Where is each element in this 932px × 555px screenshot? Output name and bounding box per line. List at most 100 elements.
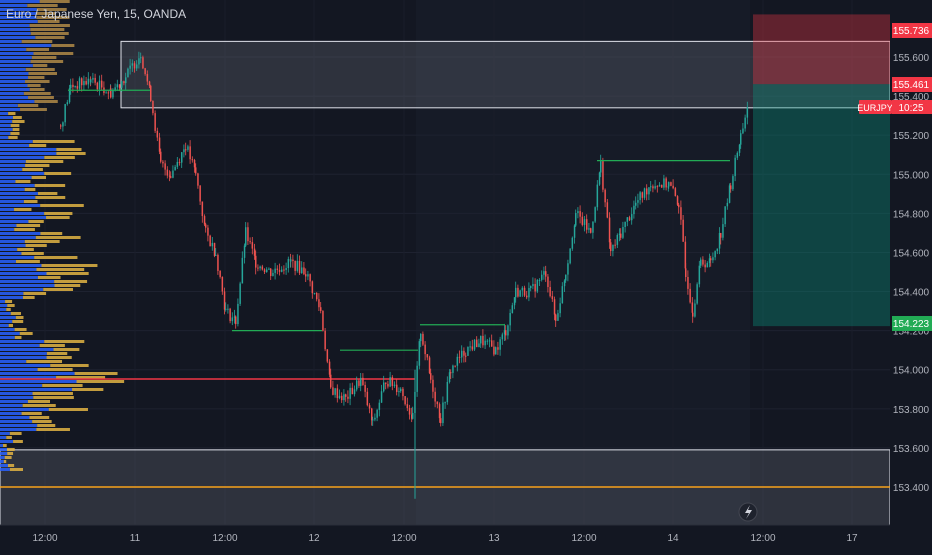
candle-body <box>287 259 290 269</box>
candle-body <box>692 312 694 317</box>
position-stop-area[interactable] <box>753 14 890 85</box>
candle-body <box>385 382 387 384</box>
candle-body <box>152 100 154 114</box>
time-tick-label: 14 <box>667 533 679 544</box>
volume-profile-bar-buy <box>0 228 15 231</box>
candle-body <box>330 374 332 388</box>
volume-profile-bar-buy <box>0 412 22 415</box>
candle-body <box>136 64 138 69</box>
candle-body <box>154 113 156 131</box>
candle-body <box>353 389 356 395</box>
candle-body <box>602 161 604 190</box>
candle-body <box>744 117 746 129</box>
short-position-tool[interactable] <box>753 14 890 327</box>
candle-body <box>328 361 331 375</box>
candle-body <box>276 268 279 270</box>
volume-profile-bar-sell <box>28 72 58 75</box>
volume-profile-bar-sell <box>21 252 44 255</box>
time-axis[interactable]: 12:00 11 12:00 12 12:00 13 12:00 14 12:00 17 <box>0 524 890 550</box>
candle-body <box>461 350 463 358</box>
candle-body <box>616 235 619 245</box>
candle-body <box>411 414 413 419</box>
candle-body <box>428 357 431 374</box>
candle-body <box>303 267 305 275</box>
candle-body <box>207 227 209 236</box>
candle-body <box>383 382 385 392</box>
volume-profile-bar-buy <box>0 60 31 63</box>
upper-resistance-zone[interactable] <box>120 40 891 109</box>
candle-body <box>209 235 211 247</box>
candle-body <box>351 387 354 395</box>
volume-profile-bar-sell <box>16 224 41 227</box>
volume-profile-bar-sell <box>44 212 73 215</box>
candle-body <box>465 355 467 357</box>
candle-body <box>118 84 121 88</box>
volume-profile-bar-sell <box>9 468 24 471</box>
candle-body <box>553 299 556 315</box>
volume-profile-bar-buy <box>0 168 23 171</box>
volume-profile-bar-sell <box>25 68 55 71</box>
candle-body <box>456 356 459 366</box>
volume-profile-bar-sell <box>35 196 66 199</box>
candle-body <box>637 200 639 203</box>
candle-body <box>146 74 149 82</box>
volume-profile-bar-sell <box>20 108 47 111</box>
volume-profile-bar-sell <box>46 216 70 219</box>
time-tick-label: 12:00 <box>212 533 237 544</box>
candle-body <box>746 107 749 118</box>
candle-body <box>142 57 144 69</box>
volume-profile-bar-sell <box>13 440 23 443</box>
volume-profile-bar-buy <box>0 56 32 59</box>
volume-profile-bar-buy <box>0 64 33 67</box>
volume-profile-bar-sell <box>29 88 45 91</box>
volume-profile-bar-sell <box>24 240 60 243</box>
candle-body <box>83 81 85 86</box>
candle-body <box>272 272 274 276</box>
volume-profile-bar-sell <box>6 308 11 311</box>
candle-body <box>712 257 714 261</box>
candle-body <box>528 287 530 298</box>
volume-profile-bar-buy <box>0 196 36 199</box>
volume-profile-bar-sell <box>14 336 22 339</box>
volume-profile-bar-sell <box>53 348 80 351</box>
candle-body <box>575 213 577 226</box>
candle-body <box>722 224 724 238</box>
candle-body <box>665 178 667 188</box>
candle-body <box>614 244 616 246</box>
position-target-area[interactable] <box>753 84 890 327</box>
volume-profile-bar-buy <box>0 140 33 143</box>
candle-body <box>241 257 244 284</box>
volume-profile-bar-buy <box>0 452 8 455</box>
candle-body <box>628 217 631 221</box>
candle-body <box>298 260 301 274</box>
candle-body <box>341 395 343 401</box>
candle-body <box>426 354 429 358</box>
lightning-icon[interactable] <box>738 502 758 522</box>
volume-profile-bar-sell <box>7 304 15 307</box>
candle-body <box>64 104 66 123</box>
candle-body <box>215 254 217 256</box>
volume-profile-bar-sell <box>37 368 73 371</box>
candle-body <box>199 185 201 202</box>
volume-profile-bar-sell <box>50 364 89 367</box>
volume-profile-bar-buy <box>0 40 22 43</box>
candle-body <box>364 384 366 392</box>
stop-price-label: 155.736 <box>893 26 930 37</box>
candle-body <box>307 274 309 277</box>
candle-body <box>400 388 402 392</box>
volume-profile-bar-buy <box>0 236 36 239</box>
volume-profile-bar-buy <box>0 336 15 339</box>
volume-profile <box>0 0 415 471</box>
candle-body <box>519 290 521 297</box>
symbol-title[interactable]: Euro / Japanese Yen, 15, OANDA <box>6 7 187 21</box>
volume-profile-bar-buy <box>0 252 22 255</box>
candle-body <box>740 133 742 145</box>
volume-profile-bar-sell <box>32 64 48 67</box>
candle-body <box>78 78 81 89</box>
candle-body <box>586 219 588 230</box>
volume-profile-bar-sell <box>21 412 42 415</box>
volume-profile-bar-buy <box>0 360 27 363</box>
candle-body <box>203 216 206 225</box>
